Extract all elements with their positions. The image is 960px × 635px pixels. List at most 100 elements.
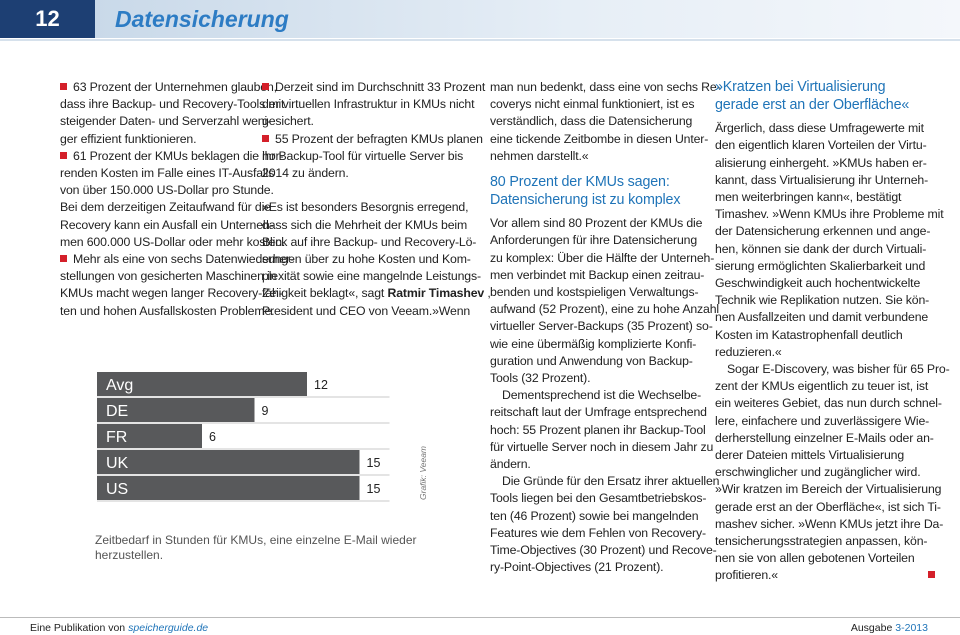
text-line: Timashev. »Wenn KMUs ihre Probleme mit bbox=[715, 207, 944, 222]
category-label: Avg bbox=[106, 377, 133, 394]
text-line: reduzieren.« bbox=[715, 344, 782, 359]
text-line: 55 Prozent der befragten KMUs planen bbox=[262, 131, 483, 148]
bar bbox=[97, 372, 307, 396]
paragraph: 63 Prozent der Unternehmen glauben, dass … bbox=[60, 79, 284, 148]
text-line: Sogar E-Discovery, was bisher für 65 Pro… bbox=[727, 362, 950, 377]
category-label: DE bbox=[106, 403, 128, 420]
heading-line: 80 Prozent der KMUs sagen: bbox=[490, 174, 670, 191]
text-line: fähigkeit beklagt«, sagt Ratmir Timashev… bbox=[262, 285, 491, 302]
text-line: coverys nicht einmal funktioniert, ist e… bbox=[490, 97, 695, 112]
text-line: den eigentlich klaren Vorteilen der Virt… bbox=[715, 138, 927, 153]
text-line: Tools liegen bei den Gesamtbetriebskos- bbox=[490, 491, 707, 506]
text-line: virtueller Server-Backups (35 Prozent) s… bbox=[490, 319, 713, 334]
text-line: Blick auf ihre Backup- und Recovery-Lö- bbox=[262, 234, 477, 249]
paragraph: Derzeit sind im Durchschnitt 33 Prozent d… bbox=[262, 79, 485, 131]
paragraph: Sogar E-Discovery, was bisher für 65 Pro… bbox=[715, 361, 950, 585]
chart-source: Grafik: Veeam bbox=[418, 445, 428, 500]
text-line: man nun bedenkt, dass eine von sechs Re- bbox=[490, 80, 721, 94]
text-line: mashev sicher. »Wenn KMUs jetzt ihre Da- bbox=[715, 516, 944, 531]
text-line: Kosten im Katastrophenfall deutlich bbox=[715, 327, 903, 342]
chart-caption: Zeitbedarf in Stunden für KMUs, eine ein… bbox=[95, 533, 417, 563]
paragraph: 61 Prozent der KMUs beklagen die hor-ren… bbox=[60, 148, 286, 251]
footer-text: Ausgabe bbox=[850, 622, 893, 634]
text-line: Tools (32 Prozent). bbox=[490, 371, 591, 386]
category-label: UK bbox=[106, 455, 129, 472]
heading-line: gerade erst an der Oberfläche« bbox=[715, 96, 910, 113]
bullet bbox=[262, 134, 269, 142]
text-line: KMUs macht wegen langer Recovery-Zei- bbox=[60, 286, 283, 301]
text-line: der virtuellen Infrastruktur in KMUs nic… bbox=[262, 97, 475, 112]
footer-left: Eine Publikation von speicherguide.de bbox=[30, 622, 208, 634]
paragraph: Vor allem sind 80 Prozent der KMUs die An… bbox=[490, 215, 720, 387]
text-line: Anforderungen für ihre Datensicherung bbox=[490, 233, 698, 248]
footer-right: Ausgabe 3-2013 bbox=[851, 622, 928, 634]
text-line: profitieren.« bbox=[715, 567, 935, 584]
text-line: plexität sowie eine mangelnde Leistungs- bbox=[262, 269, 481, 284]
bold-run: Ratmir Timashev bbox=[387, 286, 485, 301]
page-number: 12 bbox=[0, 0, 95, 38]
bar bbox=[97, 424, 202, 448]
text-line: »Wir kratzen im Bereich der Virtualisier… bbox=[715, 482, 942, 497]
text-line: Die Gründe für den Ersatz ihrer aktuelle… bbox=[502, 474, 720, 489]
text-line: Features wie dem Fehlen von Recovery- bbox=[490, 525, 706, 540]
text-line: Bei dem derzeitigen Zeitaufwand für die bbox=[60, 200, 271, 215]
text-line: derherstellung einzelner E-Mails oder an… bbox=[715, 430, 934, 445]
value-label: 15 bbox=[367, 482, 381, 496]
text-line: stellungen von gesicherten Maschinen in bbox=[60, 269, 277, 284]
text-line: nen sie von allen gebotenen Vorteilen bbox=[715, 551, 915, 566]
text-line: Geschwindigkeit auch hochentwickelte bbox=[715, 276, 921, 291]
end-mark bbox=[928, 571, 935, 579]
text-line: erschwinglicher und zugänglicher wird. bbox=[715, 465, 921, 480]
text-line: »Es ist besonders Besorgnis erregend, bbox=[262, 200, 469, 215]
header-title: Datensicherung bbox=[115, 6, 289, 32]
text-line: wie eine übermäßig komplizierte Konfi- bbox=[490, 336, 697, 351]
text-line: der Datensicherung erkennen und ange- bbox=[715, 224, 931, 239]
paragraph: »Es ist besonders Besorgnis erregend, das… bbox=[262, 199, 491, 319]
text-line: renden Kosten im Falle eines IT-Ausfalls bbox=[60, 166, 275, 181]
text-line: men weiterbringen kann«, bestätigt bbox=[715, 190, 902, 204]
text-line: steigender Daten- und Serverzahl weni- bbox=[60, 114, 271, 129]
text-line: für virtuelle Server noch in diesem Jahr… bbox=[490, 439, 714, 454]
text-line: nehmen darstellt.« bbox=[490, 148, 589, 163]
text-line: hoch: 55 Prozent planen ihr Backup-Tool bbox=[490, 422, 706, 437]
text-line: men 600.000 US-Dollar oder mehr kosten. bbox=[60, 234, 286, 249]
column: Derzeit sind im Durchschnitt 33 Prozent d… bbox=[262, 79, 491, 320]
paragraph: Die Gründe für den Ersatz ihrer aktuelle… bbox=[490, 473, 720, 576]
column: man nun bedenkt, dass eine von sechs Re-… bbox=[490, 79, 721, 576]
text-line: ihr Backup-Tool für virtuelle Server bis bbox=[262, 148, 464, 163]
category-label: US bbox=[106, 481, 128, 498]
footer-rule bbox=[0, 617, 960, 618]
text-line: Dementsprechend ist die Wechselbe- bbox=[502, 388, 702, 403]
text-line: reitschaft laut der Umfrage entsprechend bbox=[490, 405, 707, 420]
text-line: sierung ermöglichten Skalierbarkeit und bbox=[715, 258, 926, 273]
heading-line: Datensicherung ist zu komplex bbox=[490, 191, 681, 208]
paragraph: 55 Prozent der befragten KMUs planen ihr … bbox=[262, 131, 483, 183]
bullet bbox=[60, 151, 67, 159]
paragraph: Dementsprechend ist die Wechselbe-reitsc… bbox=[490, 387, 714, 473]
bullet bbox=[262, 83, 269, 90]
text-line: Vor allem sind 80 Prozent der KMUs die bbox=[490, 216, 703, 231]
text-line: von über 150.000 US-Dollar pro Stunde. bbox=[60, 183, 274, 198]
value-label: 9 bbox=[262, 404, 269, 418]
text-line: guration und Anwendung von Backup- bbox=[490, 353, 693, 368]
heading-line: »Kratzen bei Virtualisierung bbox=[715, 79, 886, 95]
header-band: Datensicherung bbox=[95, 0, 960, 38]
text-line: ten und hohen Ausfallskosten Probleme. bbox=[60, 303, 275, 318]
text-run: fähigkeit beklagt«, sagt bbox=[262, 286, 385, 301]
text-line: aufwand (52 Prozent), eine zu hohe Anzah… bbox=[490, 302, 720, 317]
bullet bbox=[60, 83, 67, 90]
text-line: sungen über zu hohe Kosten und Kom- bbox=[262, 252, 471, 267]
text-run: , bbox=[487, 286, 491, 301]
value-label: 15 bbox=[367, 456, 381, 470]
text-line: derer Dateien mittels Virtualisierung bbox=[715, 448, 905, 463]
text-line: Time-Objectives (30 Prozent) und Recove- bbox=[490, 543, 717, 558]
paragraph: man nun bedenkt, dass eine von sechs Re-… bbox=[490, 79, 721, 165]
footer-issue: 3-2013 bbox=[895, 622, 928, 634]
bar bbox=[97, 476, 360, 500]
text-line: 2014 zu ändern. bbox=[262, 166, 349, 181]
column: 63 Prozent der Unternehmen glauben, dass … bbox=[60, 79, 294, 320]
category-label: FR bbox=[106, 429, 127, 446]
paragraph: »Kratzen bei Virtualisierung gerade erst … bbox=[715, 79, 933, 114]
text-line: benden und kostspieligen Verwaltungs- bbox=[490, 285, 699, 300]
text-line: dass sich die Mehrheit der KMUs beim bbox=[262, 217, 468, 232]
